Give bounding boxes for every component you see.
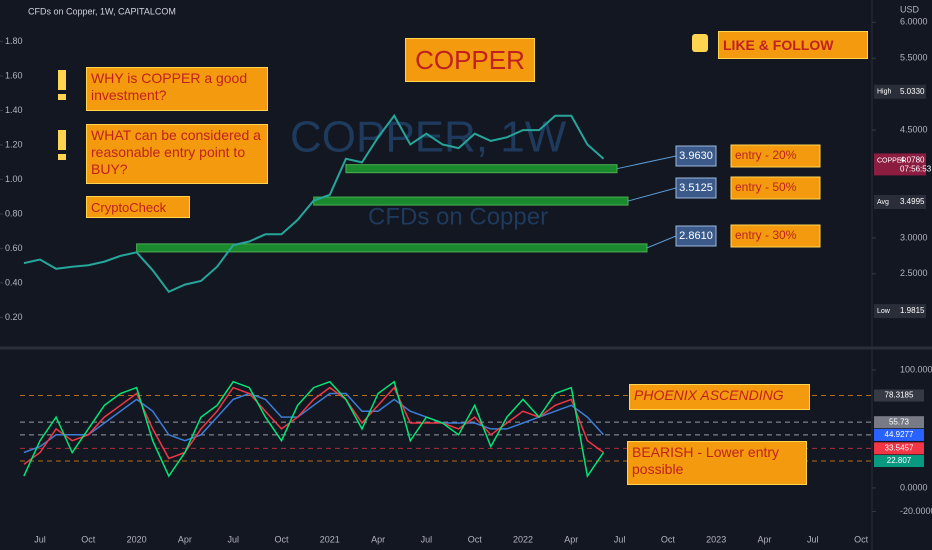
price-tag	[874, 84, 926, 99]
level-tag-value: 78.3185	[885, 391, 914, 400]
exclaim-icon	[58, 70, 66, 90]
level-tag-value: 44.9277	[885, 430, 914, 439]
y-tick-label: 0.60	[5, 243, 23, 253]
price-tag-value: 4.0780	[900, 156, 925, 165]
level-tag	[874, 416, 924, 429]
price-tag-name: High	[877, 89, 892, 96]
exclaim-icon	[58, 130, 66, 150]
entry-price-box	[675, 177, 717, 199]
level-tag-value: 33.5457	[885, 443, 914, 452]
question-box: WHAT can be considered a reasonable entr…	[86, 124, 268, 184]
entry-text: entry - 50%	[735, 180, 797, 194]
entry-box	[730, 144, 821, 168]
x-tick-label: Apr	[757, 534, 771, 544]
price-tag-name: Avg	[877, 199, 889, 206]
price-tag	[874, 304, 926, 319]
entry-price: 3.5125	[679, 182, 713, 194]
symbol-header: CFDs on Copper, 1W, CAPITALCOM	[28, 6, 176, 16]
entry-price: 2.8610	[679, 230, 713, 242]
y2-tick-label: 5.5000	[900, 53, 928, 63]
y-tick-label: 1.80	[5, 36, 23, 46]
level-tag	[874, 455, 924, 468]
level-tag	[874, 428, 924, 441]
entry-zone	[313, 196, 629, 206]
y2-tick-label: 3.0000	[900, 232, 928, 242]
series-line	[23, 113, 605, 294]
level-tag-value: 55.73	[889, 417, 910, 426]
y-tick-label: 100.0000	[900, 364, 932, 374]
y2-tick-label: 2.5000	[900, 268, 928, 278]
x-tick-label: Oct	[81, 534, 96, 544]
y-tick-label: 1.40	[5, 105, 23, 115]
y-tick-label: 1.60	[5, 70, 23, 80]
price-tag-name: COPPER	[877, 157, 907, 164]
series-line	[23, 392, 605, 454]
x-tick-label: 2022	[513, 534, 533, 544]
x-tick-label: 2023	[706, 534, 726, 544]
zone-connector	[627, 187, 677, 202]
entry-price-box	[675, 145, 717, 167]
entry-zone	[345, 164, 618, 174]
level-tag	[874, 442, 924, 455]
y2-tick-label: 6.0000	[900, 17, 928, 27]
watermark-title: COPPER, 1W	[290, 113, 567, 162]
entry-zone	[136, 243, 648, 253]
exclaim-icon	[58, 154, 66, 160]
price-tag-value: 1.9815	[900, 306, 925, 315]
currency: USD	[900, 4, 920, 14]
price-tag-countdown: 07:56:53	[900, 165, 932, 174]
level-tag-value: 22.807	[887, 456, 912, 465]
level-tag	[874, 389, 924, 402]
series-line	[23, 386, 604, 465]
bearish-box: BEARISH - Lower entry possible	[627, 441, 807, 485]
x-tick-label: 2020	[127, 534, 147, 544]
entry-price-box	[675, 225, 717, 247]
entry-text: entry - 20%	[735, 148, 797, 162]
x-tick-label: Jul	[807, 534, 819, 544]
x-tick-label: 2021	[320, 534, 340, 544]
question-box: WHY is COPPER a good investment?	[86, 67, 268, 111]
price-tag	[874, 195, 926, 210]
price-tag-value: 3.4995	[900, 197, 925, 206]
zone-connector	[646, 235, 677, 249]
y2-tick-label: 4.5000	[900, 124, 928, 134]
x-tick-label: Apr	[371, 534, 385, 544]
y-tick-label: 1.20	[5, 139, 23, 149]
price-tag-value: 5.0330	[900, 87, 925, 96]
x-tick-label: Jul	[421, 534, 433, 544]
zone-connector	[616, 155, 677, 170]
y-tick-label: -20.0000	[900, 506, 932, 516]
y-tick-label: 0.80	[5, 208, 23, 218]
x-tick-label: Oct	[274, 534, 289, 544]
thumb-icon	[692, 34, 708, 52]
watermark-subtitle: CFDs on Copper	[368, 203, 548, 230]
series-line	[23, 380, 605, 479]
y-tick-label: 1.00	[5, 174, 23, 184]
x-tick-label: Oct	[468, 534, 483, 544]
x-tick-label: Jul	[34, 534, 46, 544]
author-box: CryptoCheck	[86, 196, 190, 218]
x-tick-label: Oct	[661, 534, 676, 544]
x-tick-label: Jul	[227, 534, 239, 544]
x-tick-label: Apr	[178, 534, 192, 544]
entry-price: 3.9630	[679, 150, 713, 162]
entry-box	[730, 176, 821, 200]
phoenix-box: PHOENIX ASCENDING	[629, 384, 810, 410]
x-tick-label: Jul	[614, 534, 626, 544]
entry-box	[730, 224, 821, 248]
y-tick-label: 0.40	[5, 277, 23, 287]
price-tag-name: Low	[877, 308, 891, 315]
y-tick-label: 0.0000	[900, 482, 928, 492]
price-tag	[874, 153, 926, 176]
x-tick-label: Apr	[564, 534, 578, 544]
follow-box: LIKE & FOLLOW	[718, 31, 868, 59]
x-tick-label: Oct	[854, 534, 869, 544]
y-tick-label: 0.20	[5, 312, 23, 322]
exclaim-icon	[58, 94, 66, 100]
title-box: COPPER	[405, 38, 535, 82]
entry-text: entry - 30%	[735, 228, 797, 242]
